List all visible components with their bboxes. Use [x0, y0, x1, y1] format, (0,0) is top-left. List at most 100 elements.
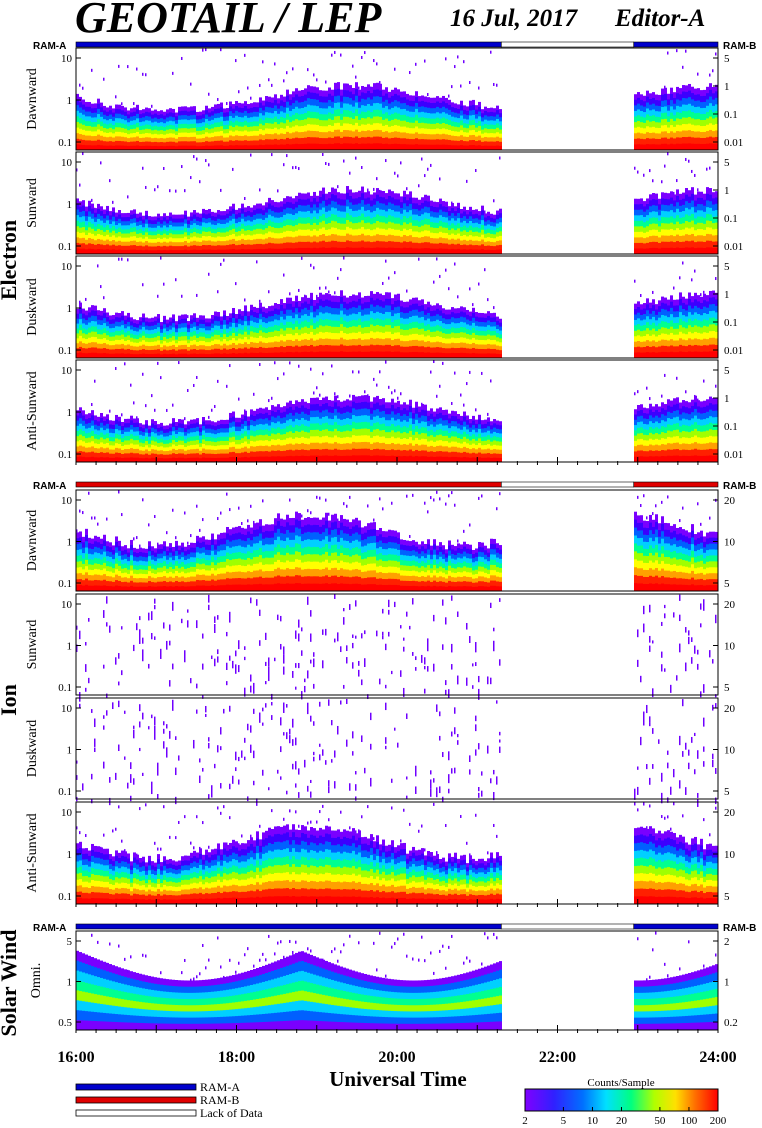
- spectrogram-pixel: [169, 189, 171, 193]
- spectrogram-band: [124, 221, 127, 226]
- spectrogram-band: [418, 133, 421, 140]
- spectrogram-band: [340, 199, 343, 206]
- spectrogram-band: [442, 133, 445, 140]
- spectrogram-band: [316, 195, 319, 203]
- spectrogram-band: [466, 348, 469, 354]
- spectrogram-pixel: [205, 159, 207, 163]
- spectrogram-band: [439, 342, 442, 348]
- spectrogram-band: [172, 353, 175, 359]
- spectrogram-band: [172, 117, 175, 122]
- spectrogram-band: [151, 216, 154, 221]
- spectrogram-band: [397, 325, 400, 333]
- spectrogram-band: [358, 298, 361, 306]
- spectrogram-band: [211, 216, 214, 221]
- spectrogram-band: [304, 100, 307, 108]
- spectrogram-band: [328, 137, 331, 145]
- spectrogram-band: [214, 220, 217, 226]
- spectrogram-band: [343, 223, 346, 231]
- spectrogram-band: [388, 221, 391, 229]
- spectrogram-band: [130, 236, 133, 242]
- spectrogram-band: [634, 237, 637, 244]
- spectrogram-pixel: [325, 161, 327, 165]
- spectrogram-band: [349, 91, 352, 99]
- spectrogram-band: [247, 103, 250, 110]
- spectrogram-band: [391, 119, 394, 127]
- spectrogram-band: [295, 301, 298, 309]
- spectrogram-pixel: [454, 65, 456, 69]
- spectrogram-band: [463, 239, 466, 246]
- spectrogram-band: [271, 118, 274, 125]
- spectrogram-band: [418, 352, 421, 359]
- spectrogram-band: [367, 117, 370, 125]
- spectrogram-band: [460, 249, 463, 255]
- spectrogram-band: [496, 105, 499, 111]
- spectrogram-band: [673, 144, 676, 151]
- spectrogram-band: [91, 315, 94, 322]
- spectrogram-band: [673, 248, 676, 255]
- spectrogram-band: [202, 114, 205, 119]
- spectrogram-band: [337, 88, 340, 97]
- spectrogram-band: [442, 353, 445, 359]
- spectrogram-band: [235, 340, 238, 346]
- spectrogram-band: [421, 139, 424, 146]
- spectrogram-band: [397, 313, 400, 320]
- spectrogram-band: [457, 333, 460, 339]
- spectrogram-band: [100, 145, 103, 151]
- spectrogram-band: [283, 139, 286, 146]
- spectrogram-band: [124, 107, 127, 113]
- spectrogram-band: [343, 110, 346, 118]
- spectrogram-band: [382, 351, 385, 359]
- spectrogram-band: [439, 97, 442, 104]
- spectrogram-band: [289, 321, 292, 329]
- spectrogram-band: [331, 227, 334, 235]
- spectrogram-pixel: [292, 166, 294, 170]
- spectrogram-band: [184, 223, 187, 229]
- spectrogram-band: [361, 321, 364, 329]
- spectrogram-band: [334, 123, 337, 131]
- spectrogram-band: [199, 237, 202, 243]
- spectrogram-band: [466, 132, 469, 138]
- spectrogram-band: [163, 233, 166, 239]
- spectrogram-band: [301, 96, 304, 103]
- spectrogram-band: [496, 141, 499, 147]
- spectrogram-band: [415, 108, 418, 116]
- spectrogram-band: [349, 215, 352, 223]
- spectrogram-band: [151, 138, 154, 143]
- spectrogram-band: [181, 222, 184, 227]
- spectrogram-band: [136, 104, 139, 110]
- spectrogram-band: [451, 307, 454, 313]
- spectrogram-band: [199, 111, 202, 116]
- spectrogram-band: [76, 348, 79, 354]
- spectrogram-band: [130, 137, 133, 143]
- spectrogram-band: [670, 235, 673, 242]
- spectrogram-band: [250, 135, 253, 142]
- spectrogram-band: [340, 290, 343, 298]
- spectrogram-band: [220, 140, 223, 146]
- spectrogram-band: [184, 219, 187, 225]
- spectrogram-band: [175, 324, 178, 330]
- spectrogram-band: [160, 235, 163, 240]
- spectrogram-band: [193, 132, 196, 138]
- spectrogram-band: [499, 117, 502, 122]
- spectrogram-band: [310, 86, 313, 94]
- spectrogram-band: [133, 330, 136, 336]
- spectrogram-band: [376, 318, 379, 326]
- spectrogram-band: [394, 143, 397, 151]
- spectrogram-band: [487, 220, 490, 225]
- spectrogram-band: [82, 323, 85, 329]
- spectrogram-band: [445, 123, 448, 130]
- spectrogram-band: [178, 345, 181, 351]
- spectrogram-pixel: [472, 303, 474, 307]
- spectrogram-band: [385, 87, 388, 95]
- spectrogram-band: [655, 217, 658, 225]
- spectrogram-band: [127, 118, 130, 123]
- spectrogram-band: [481, 205, 484, 211]
- spectrogram-band: [298, 120, 301, 127]
- spectrogram-band: [448, 144, 451, 151]
- spectrogram-band: [286, 95, 289, 103]
- spectrogram-band: [211, 224, 214, 230]
- spectrogram-band: [247, 316, 250, 322]
- spectrogram-band: [475, 339, 478, 345]
- spectrogram-band: [235, 209, 238, 215]
- spectrogram-band: [466, 333, 469, 340]
